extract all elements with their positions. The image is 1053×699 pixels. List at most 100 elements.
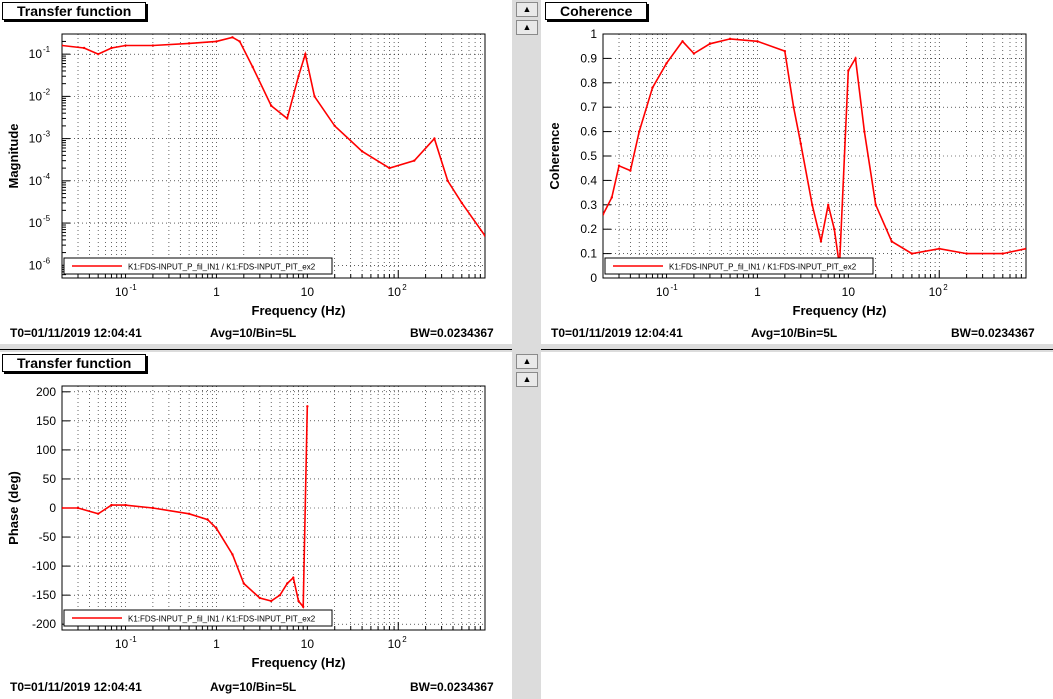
data-point xyxy=(810,203,814,206)
data-point xyxy=(826,203,830,206)
data-point xyxy=(833,228,836,231)
y-tick-exponent: -1 xyxy=(43,45,51,54)
data-point xyxy=(783,49,787,53)
data-point xyxy=(110,503,113,507)
y-tick-label: 10 xyxy=(29,89,43,103)
tf-magnitude-panel: Transfer function 10 -1 10 -2 10 -3 10 -4 10 -5 10… xyxy=(0,0,512,344)
data-point xyxy=(1024,247,1026,250)
y-tick-label: 0.1 xyxy=(580,247,597,261)
status-avg: Avg=10/Bin=5L xyxy=(210,680,297,694)
data-point xyxy=(728,37,732,41)
status-t0: T0=01/11/2019 12:04:41 xyxy=(551,326,683,340)
data-point xyxy=(269,599,273,603)
y-tick-label: 10 xyxy=(29,258,43,272)
data-point xyxy=(413,159,416,162)
legend-label: K1:FDS-INPUT_P_fil_IN1 / K1:FDS-INPUT_PI… xyxy=(669,263,857,272)
x-tick-label: 10 xyxy=(115,285,129,299)
y-tick-label: 150 xyxy=(36,414,56,428)
y-tick-label: 10 xyxy=(29,47,43,61)
y-tick-exponent: -3 xyxy=(43,130,51,139)
data-point xyxy=(637,130,641,133)
y-tick-label: 0 xyxy=(49,501,56,515)
y-axis-label: Phase (deg) xyxy=(6,471,21,545)
data-point xyxy=(819,240,823,243)
data-point xyxy=(285,117,289,120)
data-point xyxy=(792,106,795,109)
plot-frame xyxy=(61,33,486,279)
y-tick-exponent: -5 xyxy=(43,214,51,223)
data-point xyxy=(665,62,668,65)
divider-right xyxy=(541,349,1053,350)
y-tick-label: 100 xyxy=(36,443,56,457)
data-point xyxy=(301,605,305,608)
data-point xyxy=(603,213,605,216)
data-point xyxy=(251,65,254,69)
y-tick-label: 0.4 xyxy=(580,173,597,187)
x-tick-exponent: -1 xyxy=(671,283,679,292)
data-point xyxy=(297,599,300,603)
data-point xyxy=(854,57,857,60)
y-tick-label: 10 xyxy=(29,132,43,146)
data-point xyxy=(187,512,191,516)
data-point xyxy=(110,46,113,50)
y-tick-label: -50 xyxy=(39,530,57,544)
status-t0: T0=01/11/2019 12:04:41 xyxy=(10,326,142,340)
divider-left xyxy=(0,349,512,350)
panel-title[interactable]: Transfer function xyxy=(2,2,147,20)
x-tick-exponent: -1 xyxy=(130,283,138,292)
y-tick-label: 0.9 xyxy=(580,51,597,65)
data-point xyxy=(313,95,316,98)
data-point xyxy=(460,201,463,205)
data-point xyxy=(124,44,127,47)
data-point xyxy=(297,75,300,78)
y-tick-label: 10 xyxy=(29,174,43,188)
x-tick-label: 10 xyxy=(301,637,315,651)
data-point xyxy=(215,527,218,530)
y-tick-label: 0.2 xyxy=(580,222,597,236)
x-tick-exponent: 2 xyxy=(402,635,407,644)
y-tick-label: -200 xyxy=(32,617,56,631)
panel-title[interactable]: Coherence xyxy=(545,2,648,20)
status-bw: BW=0.0234367 xyxy=(410,326,494,340)
data-point xyxy=(863,130,866,133)
status-avg: Avg=10/Bin=5L xyxy=(751,326,838,340)
y-tick-label: 0 xyxy=(590,271,597,285)
up-arrow-icon[interactable]: ▲ xyxy=(516,20,538,35)
up-arrow-icon[interactable]: ▲ xyxy=(516,372,538,387)
up-arrow-icon[interactable]: ▲ xyxy=(516,2,538,17)
status-bw: BW=0.0234367 xyxy=(410,680,494,694)
y-tick-label: -100 xyxy=(32,559,56,573)
up-arrow-icon[interactable]: ▲ xyxy=(516,354,538,369)
series-line xyxy=(62,36,485,237)
data-point xyxy=(96,512,100,516)
panel-title[interactable]: Transfer function xyxy=(2,354,147,372)
data-point xyxy=(62,44,64,47)
data-point xyxy=(692,52,696,55)
data-point xyxy=(292,576,295,579)
data-point xyxy=(708,42,712,45)
x-axis-label: Frequency (Hz) xyxy=(252,303,346,318)
legend-box xyxy=(63,257,333,275)
data-point xyxy=(285,582,289,585)
x-tick-exponent: 2 xyxy=(943,283,948,292)
data-point xyxy=(938,247,941,250)
data-point xyxy=(333,124,336,128)
data-point xyxy=(651,86,654,89)
y-tick-label: 50 xyxy=(43,472,57,486)
data-point xyxy=(231,553,234,556)
x-axis-label: Frequency (Hz) xyxy=(252,655,346,670)
data-point xyxy=(433,137,436,140)
data-point xyxy=(446,179,449,183)
plot-area: 10 -110 -210 -310 -410 -510 -610 -1 1 10 10 2Freque… xyxy=(6,33,486,318)
data-point xyxy=(96,52,100,56)
data-point xyxy=(206,518,209,521)
data-point xyxy=(388,166,391,170)
data-point xyxy=(617,164,621,167)
data-point xyxy=(483,234,485,237)
y-axis-label: Coherence xyxy=(547,122,562,189)
y-tick-label: 10 xyxy=(29,216,43,230)
data-point xyxy=(304,52,307,56)
y-axis-label: Magnitude xyxy=(6,124,21,189)
